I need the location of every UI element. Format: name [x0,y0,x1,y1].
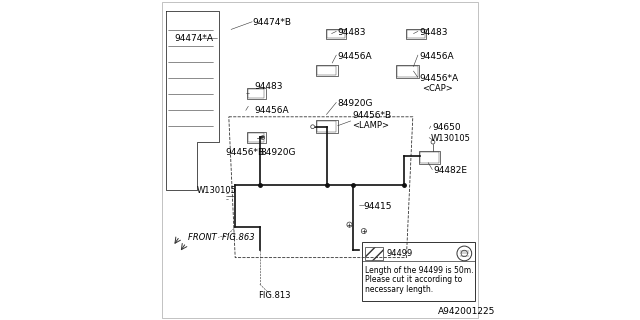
Text: W130105: W130105 [197,186,237,195]
Text: <CAP>: <CAP> [422,84,453,92]
Text: necessary length.: necessary length. [365,285,433,294]
Text: A942001225: A942001225 [438,307,496,316]
Text: 94456A: 94456A [254,106,289,115]
Text: 94456*B: 94456*B [352,111,391,120]
Text: 84920G: 84920G [261,148,296,156]
Text: 94474*B: 94474*B [253,18,292,27]
Bar [247,132,266,143]
Text: 94456*A: 94456*A [419,74,458,83]
Text: 94456*B: 94456*B [226,148,265,156]
Bar [396,65,419,78]
Text: 94483: 94483 [254,82,283,91]
Bar [247,88,266,99]
Bar [248,133,264,142]
Bar [397,66,419,77]
Text: 94456A: 94456A [338,52,372,60]
Text: 94415: 94415 [364,202,392,211]
Bar [248,89,264,98]
Bar [326,29,346,39]
Text: 94483: 94483 [338,28,366,36]
Bar [406,29,426,39]
Text: 94456A: 94456A [419,52,454,60]
Text: FRONT  FIG.863: FRONT FIG.863 [188,233,255,242]
Text: 94483: 94483 [419,28,448,36]
Bar [317,121,337,132]
Text: 94650: 94650 [432,123,461,132]
Bar [407,30,425,38]
Text: Please cut it according to: Please cut it according to [365,275,463,284]
Text: <LAMP>: <LAMP> [352,121,389,130]
Bar [362,242,476,301]
Text: 94482E: 94482E [434,166,468,175]
Bar [420,152,439,163]
Bar [365,247,383,260]
Text: FIG.813: FIG.813 [259,291,291,300]
Text: 84920G: 84920G [338,99,373,108]
Text: W130105: W130105 [430,134,470,143]
Bar [327,30,345,38]
Bar [317,66,337,75]
Text: Length of the 94499 is 50m.: Length of the 94499 is 50m. [365,266,474,275]
Text: 94499: 94499 [387,249,413,258]
Text: 94474*A: 94474*A [174,34,213,43]
Bar [419,151,440,164]
Bar [316,65,338,76]
Bar [316,120,338,133]
